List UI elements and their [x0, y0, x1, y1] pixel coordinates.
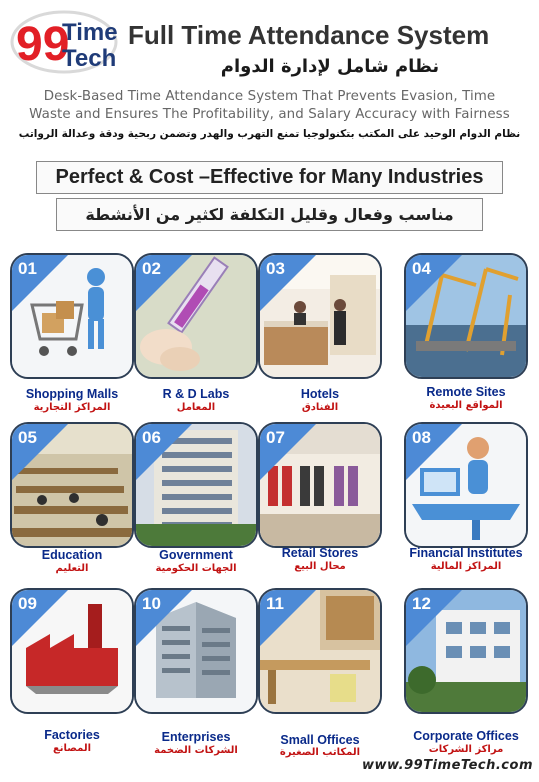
industry-tile-rd-labs: 02	[134, 253, 258, 379]
industry-label: Education	[41, 548, 103, 562]
tile-number-ribbon	[12, 590, 68, 646]
tile-number: 08	[412, 428, 431, 447]
description-arabic: نظام الدوام الوحيد على المكتب بتكنولوجيا…	[18, 128, 521, 140]
industry-label-arabic: الجهات الحكومية	[155, 563, 237, 574]
tile-number: 04	[412, 259, 431, 278]
industry-label-arabic: مراكز الشركات	[428, 744, 504, 755]
industry-label-arabic: المواقع البعيدة	[429, 400, 503, 411]
tile-number-ribbon	[12, 424, 68, 480]
industry-tile-factories: 09	[10, 588, 134, 714]
industry-tile-enterprises: 10	[134, 588, 258, 714]
industry-tile-financial-institutes: 08	[404, 422, 528, 548]
industry-label-arabic: المصانع	[52, 743, 92, 754]
tile-number: 03	[266, 259, 285, 278]
svg-text:99: 99	[16, 18, 69, 71]
industry-label-arabic: المكاتب الصغيرة	[279, 747, 361, 758]
industry-tile-shopping-malls: 01	[10, 253, 134, 379]
description-line-2: Waste and Ensures The Profitability, and…	[29, 107, 510, 122]
industry-tile-government: 06	[134, 422, 258, 548]
website-url[interactable]: www.99TimeTech.com	[361, 758, 533, 773]
industry-label: R & D Labs	[162, 387, 230, 401]
industry-label-arabic: المراكز التجارية	[33, 402, 111, 413]
industry-label: Financial Institutes	[409, 546, 523, 560]
tile-number-ribbon	[12, 255, 68, 311]
industry-tile-hotels: 03	[258, 253, 382, 379]
industry-label-arabic: المعامل	[176, 402, 216, 413]
industry-label: Shopping Malls	[25, 387, 119, 401]
industries-banner-arabic: مناسب وفعال وقليل التكلفة لكثير من الأنش…	[56, 198, 483, 231]
industry-label: Corporate Offices	[413, 729, 519, 743]
tile-number-ribbon	[406, 590, 462, 646]
industry-tile-retail-stores: 07	[258, 422, 382, 548]
description-line-1: Desk-Based Time Attendance System That P…	[43, 89, 496, 104]
industry-label: Government	[159, 548, 233, 562]
industry-label: Remote Sites	[426, 385, 506, 399]
tile-number: 02	[142, 259, 161, 278]
industry-label: Small Offices	[280, 733, 360, 747]
tile-number: 06	[142, 428, 161, 447]
tile-number-ribbon	[260, 255, 316, 311]
tile-number-ribbon	[406, 424, 462, 480]
company-logo: 99 Time Tech	[10, 10, 118, 74]
industry-tile-remote-sites: 04	[404, 253, 528, 379]
industry-label-arabic: المراكز المالية	[430, 561, 502, 572]
industry-label-arabic: الفنادق	[301, 402, 339, 413]
tile-number: 11	[266, 594, 284, 613]
industry-label-arabic: محال البيع	[294, 561, 346, 572]
svg-text:Tech: Tech	[62, 45, 116, 72]
industry-label: Retail Stores	[281, 546, 359, 560]
tile-number: 12	[412, 594, 431, 613]
industry-label: Enterprises	[161, 730, 231, 744]
tile-number: 10	[142, 594, 161, 613]
industry-tile-education: 05	[10, 422, 134, 548]
tile-number-ribbon	[136, 424, 192, 480]
industry-label: Factories	[44, 728, 100, 742]
description: Desk-Based Time Attendance System That P…	[6, 88, 533, 124]
industry-tile-small-offices: 11	[258, 588, 382, 714]
tile-number-ribbon	[136, 255, 192, 311]
page-title: Full Time Attendance System	[128, 20, 490, 50]
tile-number: 01	[18, 259, 37, 278]
page-title-arabic: نظام شامل لإدارة الدوام	[220, 56, 440, 77]
tile-number-ribbon	[260, 424, 316, 480]
tile-number-ribbon	[260, 590, 316, 646]
test-tube-icon	[136, 255, 256, 377]
tile-number: 07	[266, 428, 285, 447]
tile-number: 09	[18, 594, 37, 613]
industries-banner: Perfect & Cost –Effective for Many Indus…	[36, 161, 503, 194]
tile-number: 05	[18, 428, 37, 447]
tile-number-ribbon	[136, 590, 192, 646]
industry-tile-corporate-offices: 12	[404, 588, 528, 714]
tile-number-ribbon	[406, 255, 462, 311]
svg-text:Time: Time	[62, 19, 118, 46]
industry-label-arabic: التعليم	[55, 563, 89, 574]
industry-label: Hotels	[300, 387, 340, 401]
industry-label-arabic: الشركات الضخمة	[154, 745, 238, 756]
